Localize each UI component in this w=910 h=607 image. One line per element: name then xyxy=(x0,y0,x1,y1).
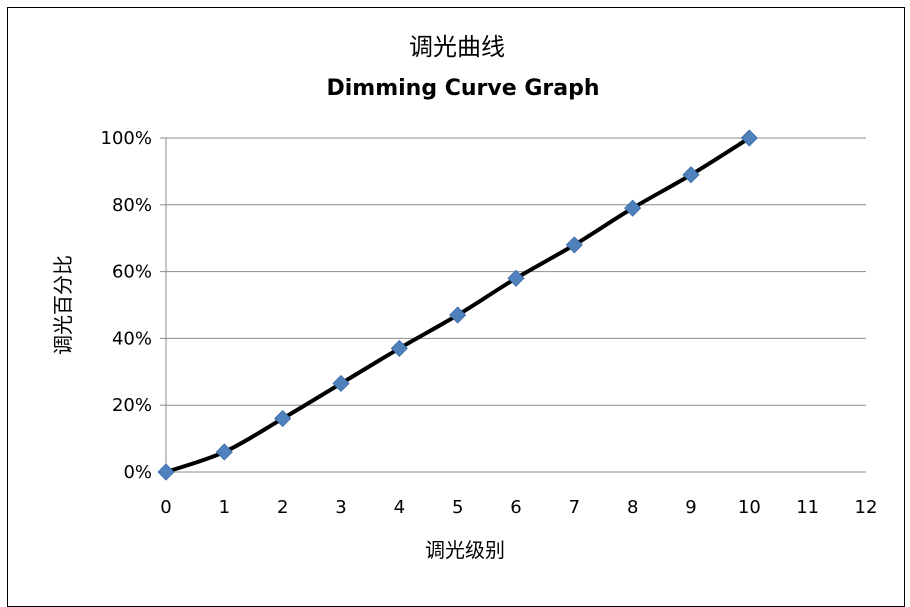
data-point-marker xyxy=(215,443,233,461)
x-axis-title: 调光级别 xyxy=(425,538,505,562)
data-point-marker xyxy=(274,409,292,428)
data-point-marker xyxy=(332,374,350,393)
data-point-marker xyxy=(507,269,525,287)
y-tick-label: 40% xyxy=(112,328,152,349)
x-tick-label: 0 xyxy=(160,497,171,518)
data-point-marker xyxy=(682,166,700,184)
data-point-marker xyxy=(565,236,583,254)
y-tick-label: 60% xyxy=(112,262,152,283)
y-tick-label: 20% xyxy=(112,395,152,416)
data-point-marker xyxy=(740,129,758,147)
x-tick-label: 7 xyxy=(569,497,580,518)
chart-title: 调光曲线 xyxy=(409,33,505,61)
series-line xyxy=(164,136,752,474)
series-line-layer xyxy=(164,136,752,474)
y-tick-label: 0% xyxy=(123,462,152,483)
y-tick-labels: 0% 20% 40% 60% 80% 100% xyxy=(101,128,152,483)
y-tick-label: 100% xyxy=(101,128,152,149)
y-tick-label: 80% xyxy=(112,195,152,216)
x-tick-label: 5 xyxy=(452,497,463,518)
data-point-marker xyxy=(449,306,467,324)
data-markers xyxy=(157,129,758,481)
chart-subtitle: Dimming Curve Graph xyxy=(326,76,599,101)
data-point-marker xyxy=(390,339,408,357)
x-tick-label: 3 xyxy=(335,497,346,518)
x-tick-label: 9 xyxy=(685,497,696,518)
data-point-marker xyxy=(624,199,642,217)
x-tick-label: 11 xyxy=(796,497,819,518)
data-point-marker xyxy=(157,463,175,481)
chart-frame xyxy=(7,7,905,607)
y-axis-title: 调光百分比 xyxy=(51,255,75,355)
x-tick-label: 12 xyxy=(855,497,878,518)
axes xyxy=(160,137,866,473)
x-tick-label: 4 xyxy=(394,497,405,518)
x-tick-label: 6 xyxy=(510,497,521,518)
x-tick-label: 2 xyxy=(277,497,288,518)
x-tick-labels: 0 1 2 3 4 5 6 7 8 9 10 11 12 xyxy=(160,497,877,518)
x-tick-label: 10 xyxy=(738,497,761,518)
x-tick-label: 1 xyxy=(219,497,230,518)
x-tick-label: 8 xyxy=(627,497,638,518)
